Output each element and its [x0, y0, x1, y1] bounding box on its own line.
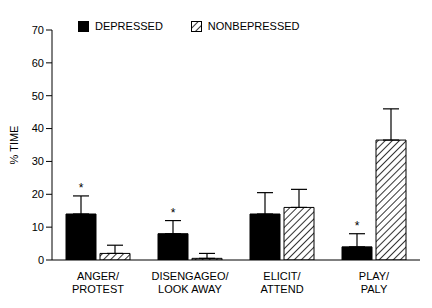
svg-text:70: 70 [32, 24, 44, 36]
svg-text:ELICIT/ATTEND: ELICIT/ATTEND [260, 270, 303, 295]
svg-text:10: 10 [32, 221, 44, 233]
svg-text:30: 30 [32, 155, 44, 167]
svg-text:*: * [171, 206, 176, 220]
svg-text:*: * [79, 181, 84, 195]
svg-text:ANGER/PROTEST: ANGER/PROTEST [72, 270, 124, 295]
svg-text:% TIME: % TIME [8, 126, 20, 165]
svg-text:PLAY/PALY: PLAY/PALY [359, 270, 390, 295]
svg-text:40: 40 [32, 122, 44, 134]
html-text:DEPRESSED: DEPRESSED [95, 20, 163, 32]
html-text:NONBEPRESSED: NONBEPRESSED [207, 20, 300, 32]
svg-text:DISENGAGEO/LOOK AWAY: DISENGAGEO/LOOK AWAY [151, 270, 229, 295]
svg-text:60: 60 [32, 57, 44, 69]
svg-text:0: 0 [38, 254, 44, 266]
svg-text:20: 20 [32, 188, 44, 200]
svg-text:*: * [355, 219, 360, 233]
svg-text:50: 50 [32, 90, 44, 102]
